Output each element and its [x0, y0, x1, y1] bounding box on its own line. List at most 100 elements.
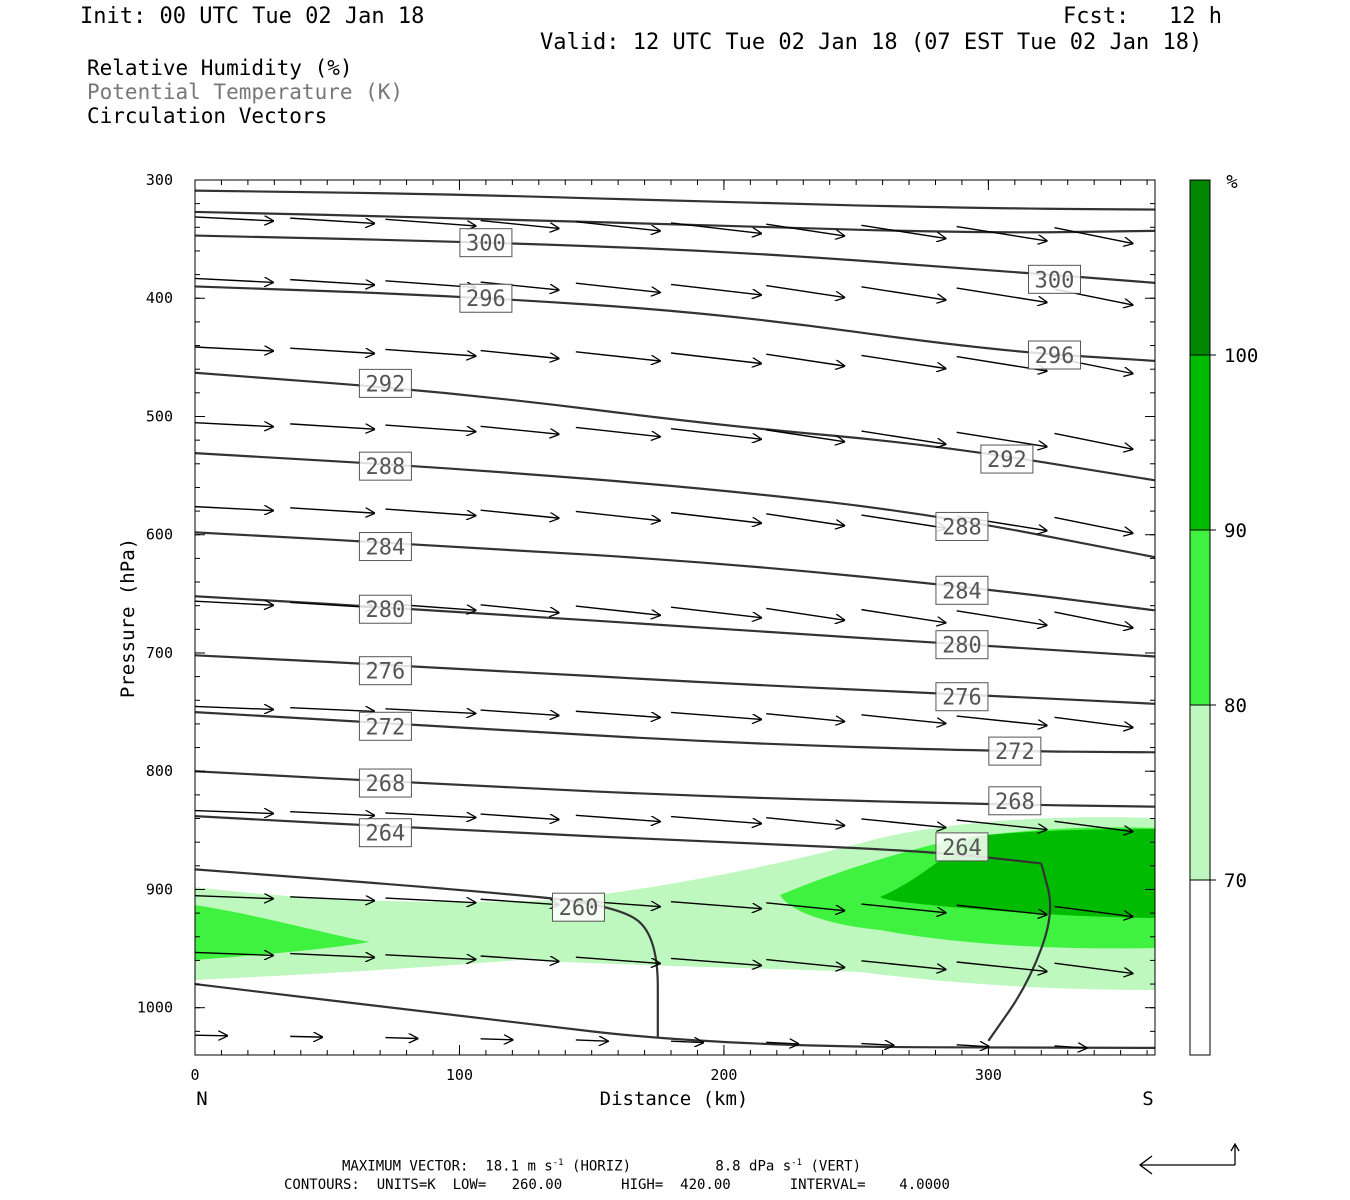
circulation-vector	[480, 281, 559, 290]
circulation-vector	[766, 958, 844, 968]
contour-label-276: 276	[366, 660, 406, 685]
circulation-vector	[766, 223, 844, 236]
circulation-vector	[575, 351, 660, 361]
field-rh-label: Relative Humidity (%)	[87, 56, 353, 80]
circulation-vector	[1054, 905, 1133, 916]
max-vector-line: MAXIMUM VECTOR: 18.1 m s-1 (HORIZ) 8.8 d…	[342, 1158, 861, 1175]
theta-contour-268	[194, 770, 1156, 808]
circulation-vector	[290, 812, 374, 816]
circulation-vector	[385, 1038, 417, 1039]
contour-label-box	[980, 444, 1034, 474]
circulation-vector	[861, 514, 945, 528]
contour-label-300: 300	[466, 232, 506, 257]
colorbar-segment	[1190, 355, 1210, 530]
circulation-vector	[670, 283, 761, 295]
circulation-vector	[194, 347, 273, 351]
circulation-vector	[766, 607, 844, 620]
circulation-vector	[861, 354, 945, 368]
contour-label-box	[935, 575, 989, 605]
circulation-vector	[670, 957, 761, 965]
colorbar-level-80: 80	[1224, 695, 1247, 717]
contour-label-box	[1028, 340, 1082, 370]
circulation-vector	[861, 430, 945, 444]
circulation-vector	[385, 424, 475, 432]
contour-label-268: 268	[366, 772, 406, 797]
contour-label-box	[935, 511, 989, 541]
colorbar-unit: %	[1226, 171, 1238, 193]
theta-contour-260	[194, 982, 1156, 1050]
colorbar-segment	[1190, 530, 1210, 705]
circulation-vector	[861, 286, 945, 300]
circulation-vector	[575, 1040, 608, 1041]
max-vector-horiz-exp: -1	[552, 1158, 564, 1168]
circulation-vector	[290, 897, 374, 901]
xtick-label: 0	[190, 1066, 199, 1084]
circulation-vector	[956, 715, 1047, 725]
circulation-vector	[290, 1036, 322, 1037]
circulation-vector	[670, 222, 761, 234]
theta-contour-260	[194, 868, 659, 1038]
contour-label-260: 260	[559, 896, 599, 921]
circulation-vector	[1054, 611, 1133, 628]
theta-contour-288	[194, 452, 1156, 559]
circulation-vector	[194, 896, 273, 899]
xaxis-right-end: S	[1142, 1088, 1153, 1110]
circulation-vector	[766, 284, 844, 298]
circulation-vector	[861, 960, 945, 970]
circulation-vector	[861, 818, 945, 828]
circulation-vector	[1054, 962, 1133, 973]
contour-label-284: 284	[942, 579, 982, 604]
contour-label-276: 276	[942, 686, 982, 711]
max-vector-vert-tag: (VERT)	[810, 1158, 862, 1175]
ytick-label: 900	[146, 880, 173, 898]
contour-label-264: 264	[942, 836, 982, 861]
circulation-vector	[194, 507, 273, 511]
circulation-vector	[480, 898, 559, 904]
circulation-vector	[385, 955, 475, 960]
contour-label-box	[935, 832, 989, 862]
circulation-vector	[290, 217, 374, 223]
circulation-vector	[290, 708, 374, 712]
max-vector-vert: 8.8 dPa s	[715, 1158, 792, 1175]
circulation-vector	[385, 709, 475, 714]
circulation-vector	[480, 813, 559, 819]
colorbar-segment	[1190, 880, 1210, 1055]
circulation-vector	[480, 955, 559, 961]
contour-label-box	[935, 682, 989, 712]
circulation-vector	[670, 815, 761, 824]
rh-shading	[195, 817, 1155, 990]
contour-label-box	[358, 711, 412, 741]
circulation-vector	[956, 904, 1047, 914]
circulation-vector	[766, 429, 844, 442]
valid-time: Valid: 12 UTC Tue 02 Jan 18 (07 EST Tue …	[540, 30, 1203, 55]
circulation-vector	[575, 221, 660, 231]
circulation-vector	[670, 427, 761, 440]
xaxis-left-end: N	[196, 1088, 207, 1110]
circulation-vector	[1054, 516, 1133, 533]
circulation-vector	[575, 710, 660, 717]
circulation-vector	[670, 511, 761, 524]
circulation-vector	[956, 225, 1047, 241]
contour-label-box	[988, 736, 1042, 766]
colorbar-segment	[1190, 705, 1210, 880]
circulation-vector	[385, 348, 475, 356]
circulation-vector	[956, 610, 1047, 625]
circulation-vector	[956, 1045, 989, 1047]
contour-label-272: 272	[366, 715, 406, 740]
contour-label-284: 284	[366, 536, 406, 561]
plot-frame	[194, 179, 1156, 1056]
circulation-vector	[670, 352, 761, 364]
ytick-label: 800	[146, 762, 173, 780]
circulation-vector	[766, 712, 844, 722]
circulation-vector	[194, 217, 273, 221]
max-vector-horiz-tag: (HORIZ)	[572, 1158, 632, 1175]
circulation-vector	[480, 425, 559, 434]
circulation-vector	[575, 510, 660, 520]
circulation-vector	[861, 224, 945, 238]
contour-label-box	[459, 283, 513, 313]
circulation-vector	[194, 811, 273, 814]
circulation-vector	[670, 606, 761, 618]
circulation-vector	[766, 1042, 798, 1044]
circulation-vector	[480, 509, 559, 518]
circulation-vector	[1054, 227, 1133, 244]
